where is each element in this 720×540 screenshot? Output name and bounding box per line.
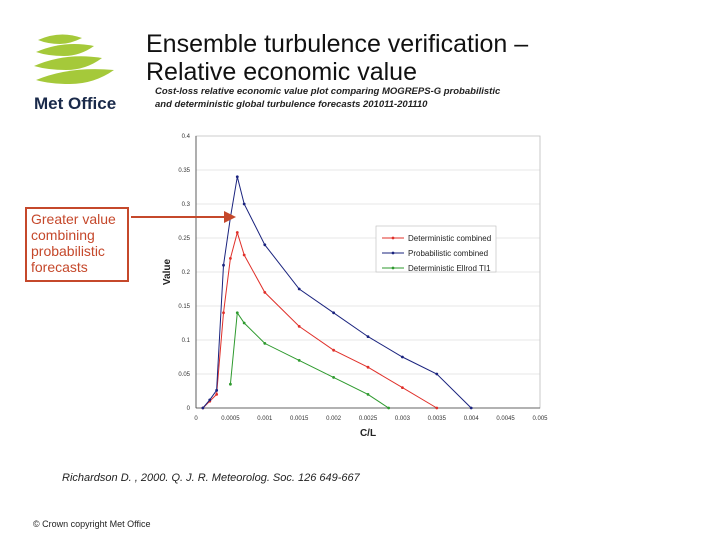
- data-point: [229, 257, 232, 260]
- callout-line-3: probabilistic: [31, 243, 105, 259]
- data-point: [469, 406, 473, 410]
- legend-box: [375, 225, 497, 273]
- data-point: [235, 231, 239, 234]
- x-tick-label: 0.0025: [359, 416, 378, 422]
- data-point: [297, 325, 301, 328]
- x-tick-label: 0.005: [532, 416, 548, 422]
- y-tick-label: 0.25: [178, 236, 190, 242]
- chart-title: Cost-loss relative economic value plot c…: [155, 85, 555, 111]
- x-tick-label: 0.004: [464, 416, 480, 422]
- y-tick-label: 0.35: [178, 168, 190, 174]
- series-line-3: [229, 311, 389, 409]
- data-point: [235, 175, 239, 179]
- data-point: [263, 342, 267, 345]
- page-title: Ensemble turbulence verification – Relat…: [146, 30, 528, 86]
- x-tick-label: 0.0015: [290, 416, 309, 422]
- x-tick-label: 0: [194, 416, 198, 422]
- data-point: [242, 321, 246, 325]
- data-point: [242, 202, 246, 206]
- x-axis-label: C/L: [360, 428, 376, 439]
- legend-marker: [391, 236, 395, 240]
- data-point: [235, 311, 239, 315]
- legend-entry: Deterministic combined: [408, 234, 491, 243]
- data-point: [263, 243, 267, 247]
- callout-box: Greater value combining probabilistic fo…: [25, 207, 129, 282]
- series-group: [201, 175, 473, 410]
- data-point: [332, 376, 335, 379]
- data-point: [201, 406, 205, 410]
- callout-line-4: forecasts: [31, 259, 88, 275]
- copyright-notice: © Crown copyright Met Office: [33, 519, 151, 529]
- chart-title-line-1: Cost-loss relative economic value plot c…: [155, 86, 501, 97]
- y-tick-label: 0.05: [178, 372, 190, 378]
- series-line-2: [202, 176, 472, 409]
- callout-arrow: [131, 211, 236, 223]
- title-line-2: Relative economic value: [146, 58, 417, 86]
- data-point: [401, 355, 404, 359]
- title-line-1: Ensemble turbulence verification –: [146, 30, 529, 58]
- chart-title-line-2: and deterministic global turbulence fore…: [155, 99, 428, 110]
- callout-line-2: combining: [31, 227, 95, 243]
- legend: Deterministic combined Probabilistic comb…: [375, 225, 497, 273]
- x-tick-label: 0.002: [326, 416, 342, 422]
- data-point: [297, 359, 301, 362]
- logo-text: Met Office: [34, 94, 116, 113]
- data-point: [435, 372, 439, 376]
- data-point: [332, 348, 335, 352]
- y-tick-label: 0.4: [182, 134, 191, 140]
- data-point: [222, 263, 225, 267]
- tick-labels: 0 0.05 0.1 0.15 0.2 0.25 0.3 0.35 0.4 0 0.0005 0.00…: [178, 134, 548, 422]
- data-point: [229, 382, 232, 386]
- x-tick-label: 0.003: [395, 416, 411, 422]
- callout-line-1: Greater value: [31, 211, 116, 227]
- data-point: [297, 287, 301, 291]
- axes: [195, 136, 540, 409]
- data-point: [215, 393, 219, 396]
- y-tick-label: 0: [187, 406, 191, 412]
- data-point: [332, 311, 335, 315]
- data-point: [263, 291, 267, 294]
- y-tick-label: 0.1: [182, 338, 191, 344]
- data-point: [242, 253, 246, 257]
- data-point: [401, 386, 404, 389]
- y-tick-label: 0.3: [182, 202, 191, 208]
- legend-entry: Deterministic Ellrod TI1: [408, 264, 491, 273]
- data-point: [366, 393, 370, 396]
- legend-marker: [391, 266, 395, 270]
- data-point: [366, 365, 370, 369]
- y-tick-label: 0.15: [178, 304, 190, 310]
- data-point: [215, 388, 219, 392]
- x-tick-label: 0.0035: [428, 416, 447, 422]
- data-point: [366, 335, 370, 338]
- data-point: [387, 406, 391, 410]
- x-tick-label: 0.001: [257, 416, 273, 422]
- data-point: [435, 406, 439, 410]
- legend-entry: Probabilistic combined: [408, 249, 488, 258]
- legend-marker: [391, 251, 395, 255]
- x-tick-label: 0.0045: [496, 416, 515, 422]
- x-tick-label: 0.0005: [221, 416, 240, 422]
- data-point: [222, 311, 225, 315]
- y-axis-label: Value: [162, 259, 173, 286]
- y-tick-label: 0.2: [182, 270, 191, 276]
- data-point: [208, 398, 212, 402]
- met-office-logo: Met Office: [30, 30, 122, 114]
- reference-citation: Richardson D. , 2000. Q. J. R. Meteorolo…: [62, 472, 360, 484]
